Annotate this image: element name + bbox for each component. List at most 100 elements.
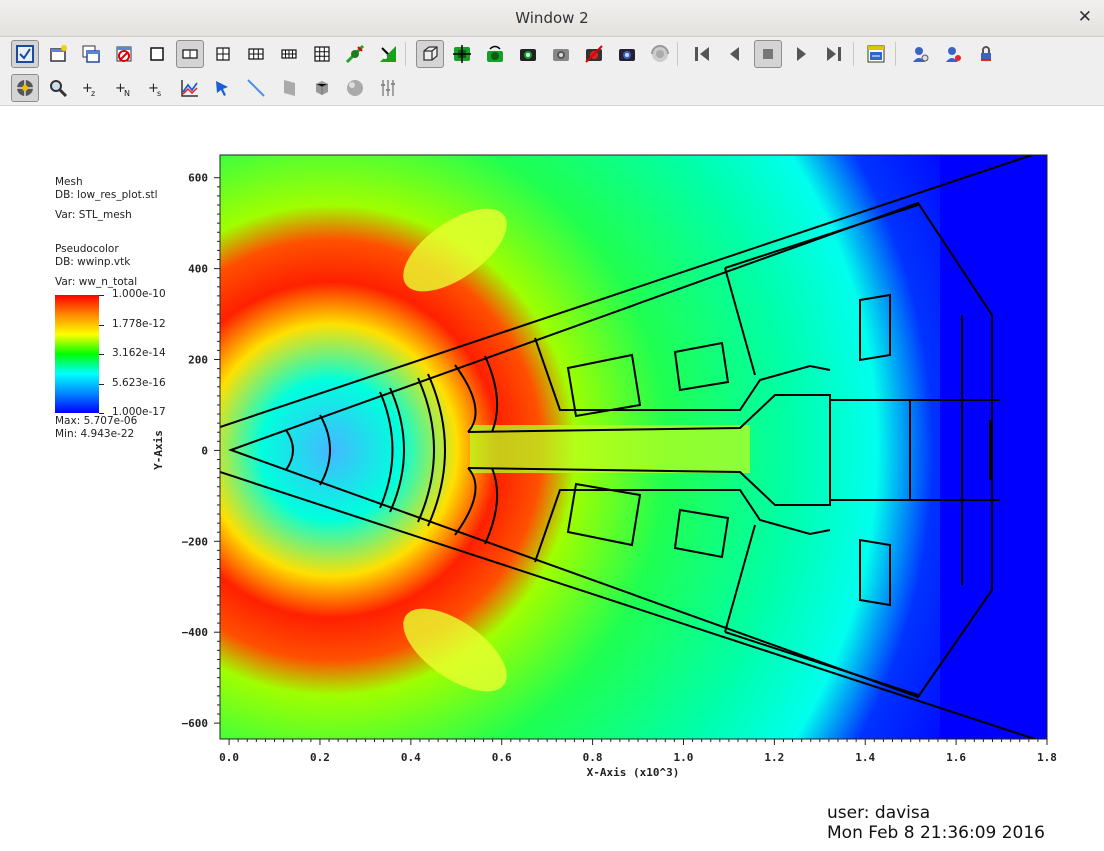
- toolbar-separator: [853, 42, 856, 66]
- color-bar-tick: [99, 383, 104, 385]
- heatmap-hot-streak-upper: [403, 208, 507, 292]
- lock-time-button[interactable]: [906, 40, 934, 68]
- toolbar-separator: [677, 42, 680, 66]
- color-bar-label: 1.000e-17: [112, 406, 166, 418]
- color-bar: [55, 295, 99, 413]
- zone-pick-z-icon: +z: [82, 81, 95, 98]
- stop-button[interactable]: [754, 40, 782, 68]
- line-tool-icon: [247, 79, 265, 97]
- color-bar-tick: [99, 354, 104, 355]
- heatmap-hot-streak-lower: [403, 608, 507, 692]
- undo-view-button[interactable]: [481, 40, 509, 68]
- mesh-arc-5: [417, 377, 435, 523]
- mesh-arc-2: [319, 414, 331, 486]
- navigate-mode-button[interactable]: [11, 74, 39, 102]
- layout-2x4-button[interactable]: [275, 40, 303, 68]
- x-tick-label: 1.4: [855, 751, 875, 764]
- y-tick-label: 400: [188, 263, 208, 276]
- clear-camera-icon: [585, 45, 603, 63]
- clone-window-button[interactable]: [77, 40, 105, 68]
- camera-button[interactable]: [547, 40, 575, 68]
- pick-tool-icon: [216, 81, 228, 96]
- new-window-button[interactable]: [44, 40, 72, 68]
- y-tick-label: −600: [182, 717, 209, 730]
- zone-pick-z-button[interactable]: + z: [77, 74, 105, 102]
- lock-all-icon: [981, 46, 991, 61]
- color-bar-label: 5.623e-16: [112, 376, 166, 389]
- sphere-tool-icon: [347, 80, 363, 96]
- y-tick-label: −400: [182, 626, 209, 639]
- mesh-outer-lower-edge: [220, 471, 1039, 739]
- undo-view-icon: [487, 45, 503, 62]
- lock-time-icon: [913, 47, 929, 62]
- save-view-button[interactable]: [514, 40, 542, 68]
- layout-1x2-icon: [182, 49, 198, 59]
- clone-window-icon: [82, 45, 100, 63]
- mesh-box-upper-2: [673, 341, 730, 392]
- zoom-mode-button[interactable]: [44, 74, 72, 102]
- layout-2x2-button[interactable]: [209, 40, 237, 68]
- plane-tool-button[interactable]: [275, 74, 303, 102]
- unlock-time-icon: [946, 47, 961, 62]
- line-tool-button[interactable]: [242, 74, 270, 102]
- perspective-icon: [423, 46, 438, 61]
- y-tick-label: 0: [201, 444, 208, 457]
- spin-button[interactable]: [646, 40, 674, 68]
- pseudocolor-plot-title: Pseudocolor: [55, 243, 119, 255]
- reverse-step-button[interactable]: [721, 40, 749, 68]
- pseudocolor-var-label: Var: ww_n_total: [55, 276, 138, 288]
- first-frame-button[interactable]: [688, 40, 716, 68]
- mesh-divider-upper: [724, 204, 919, 269]
- close-icon[interactable]: ✕: [1077, 7, 1092, 27]
- node-pick-n-icon: +N: [115, 81, 130, 98]
- lock-view-icon: [380, 46, 396, 62]
- mesh-divider-upper-v: [724, 267, 756, 376]
- node-pick-n-button[interactable]: + N: [110, 74, 138, 102]
- layout-1x1-button[interactable]: [143, 40, 171, 68]
- pick-tool-button[interactable]: [209, 74, 237, 102]
- delete-window-button[interactable]: [110, 40, 138, 68]
- mesh-arc-10: [484, 467, 499, 545]
- window-title: Window 2: [515, 9, 589, 27]
- y-tick-label: 200: [188, 354, 208, 367]
- camera-settings-button[interactable]: [613, 40, 641, 68]
- recenter-view-button[interactable]: [448, 40, 476, 68]
- active-window-button[interactable]: [11, 40, 39, 68]
- x-tick-label: 1.2: [764, 751, 784, 764]
- svg-text:+: +: [82, 81, 93, 96]
- mesh-divider-lower-v: [724, 524, 756, 633]
- play-icon: [797, 47, 806, 61]
- copy-attributes-button[interactable]: [862, 40, 890, 68]
- lineout-button[interactable]: [176, 74, 204, 102]
- color-bar-label: 3.162e-14: [112, 347, 166, 359]
- last-frame-button[interactable]: [820, 40, 848, 68]
- active-window-icon: [16, 45, 34, 63]
- mesh-box-lower-1: [566, 482, 642, 547]
- clear-camera-button[interactable]: [580, 40, 608, 68]
- spreadsheet-pick-s-icon: +s: [148, 81, 161, 98]
- new-window-icon: [50, 45, 67, 62]
- lock-all-button[interactable]: [972, 40, 1000, 68]
- layout-2x3-button[interactable]: [242, 40, 270, 68]
- box-tool-button[interactable]: [308, 74, 336, 102]
- lock-view-button[interactable]: [374, 40, 402, 68]
- lock-tools-button[interactable]: [341, 40, 369, 68]
- mesh-upper-structure: [534, 337, 831, 411]
- mesh-box-upper-1: [566, 353, 642, 418]
- perspective-button[interactable]: [416, 40, 444, 68]
- mesh-divider-lower: [724, 631, 919, 696]
- layout-1x2-button[interactable]: [176, 40, 204, 68]
- camera-icon: [553, 49, 569, 61]
- svg-text:z: z: [91, 89, 95, 98]
- spreadsheet-pick-s-button[interactable]: + s: [143, 74, 171, 102]
- interaction-toolbar: + z + N + s: [0, 71, 1104, 106]
- timestamp: Mon Feb 8 21:36:09 2016: [827, 823, 1045, 843]
- layout-3x3-button[interactable]: [308, 40, 336, 68]
- layout-2x3-icon: [248, 48, 264, 60]
- legend-max-value: Max: 5.707e-06: [55, 415, 138, 427]
- unlock-time-button[interactable]: [939, 40, 967, 68]
- sphere-tool-button[interactable]: [341, 74, 369, 102]
- play-button[interactable]: [787, 40, 815, 68]
- axis-restriction-button[interactable]: [374, 74, 402, 102]
- mesh-right-plugs: [830, 399, 1000, 501]
